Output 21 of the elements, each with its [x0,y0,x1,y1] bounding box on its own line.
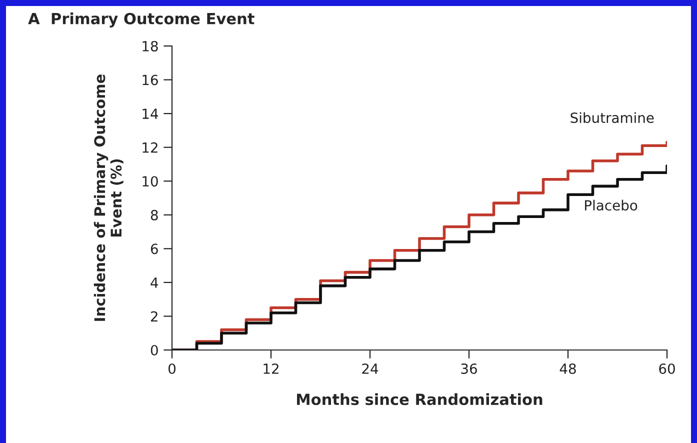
x-tick-label: 48 [560,363,576,374]
y-tick-label: 18 [142,40,158,52]
chart-title: A Primary Outcome Event [28,12,254,28]
x-tick-label: 0 [168,363,176,374]
x-tick-label: 24 [362,363,378,374]
y-tick-label: 14 [142,108,158,119]
y-tick-label: 10 [142,176,158,187]
series-label: Sibutramine [570,112,654,124]
x-tick-label: 60 [659,363,675,374]
y-axis-title: Incidence of Primary Outcome Event (%) [94,74,124,321]
y-tick-label: 2 [150,311,158,322]
y-tick-label: 8 [150,210,158,220]
x-axis-title: Months since Randomization [297,393,542,406]
x-tick-label: 12 [264,363,278,374]
y-tick-label: 6 [150,244,158,254]
y-tick-label: 12 [142,142,158,153]
y-tick-label: 4 [150,278,158,288]
series-label: Placebo [585,200,638,211]
x-tick-label: 36 [461,363,477,374]
y-tick-label: 16 [142,74,158,86]
y-tick-label: 0 [150,344,158,356]
